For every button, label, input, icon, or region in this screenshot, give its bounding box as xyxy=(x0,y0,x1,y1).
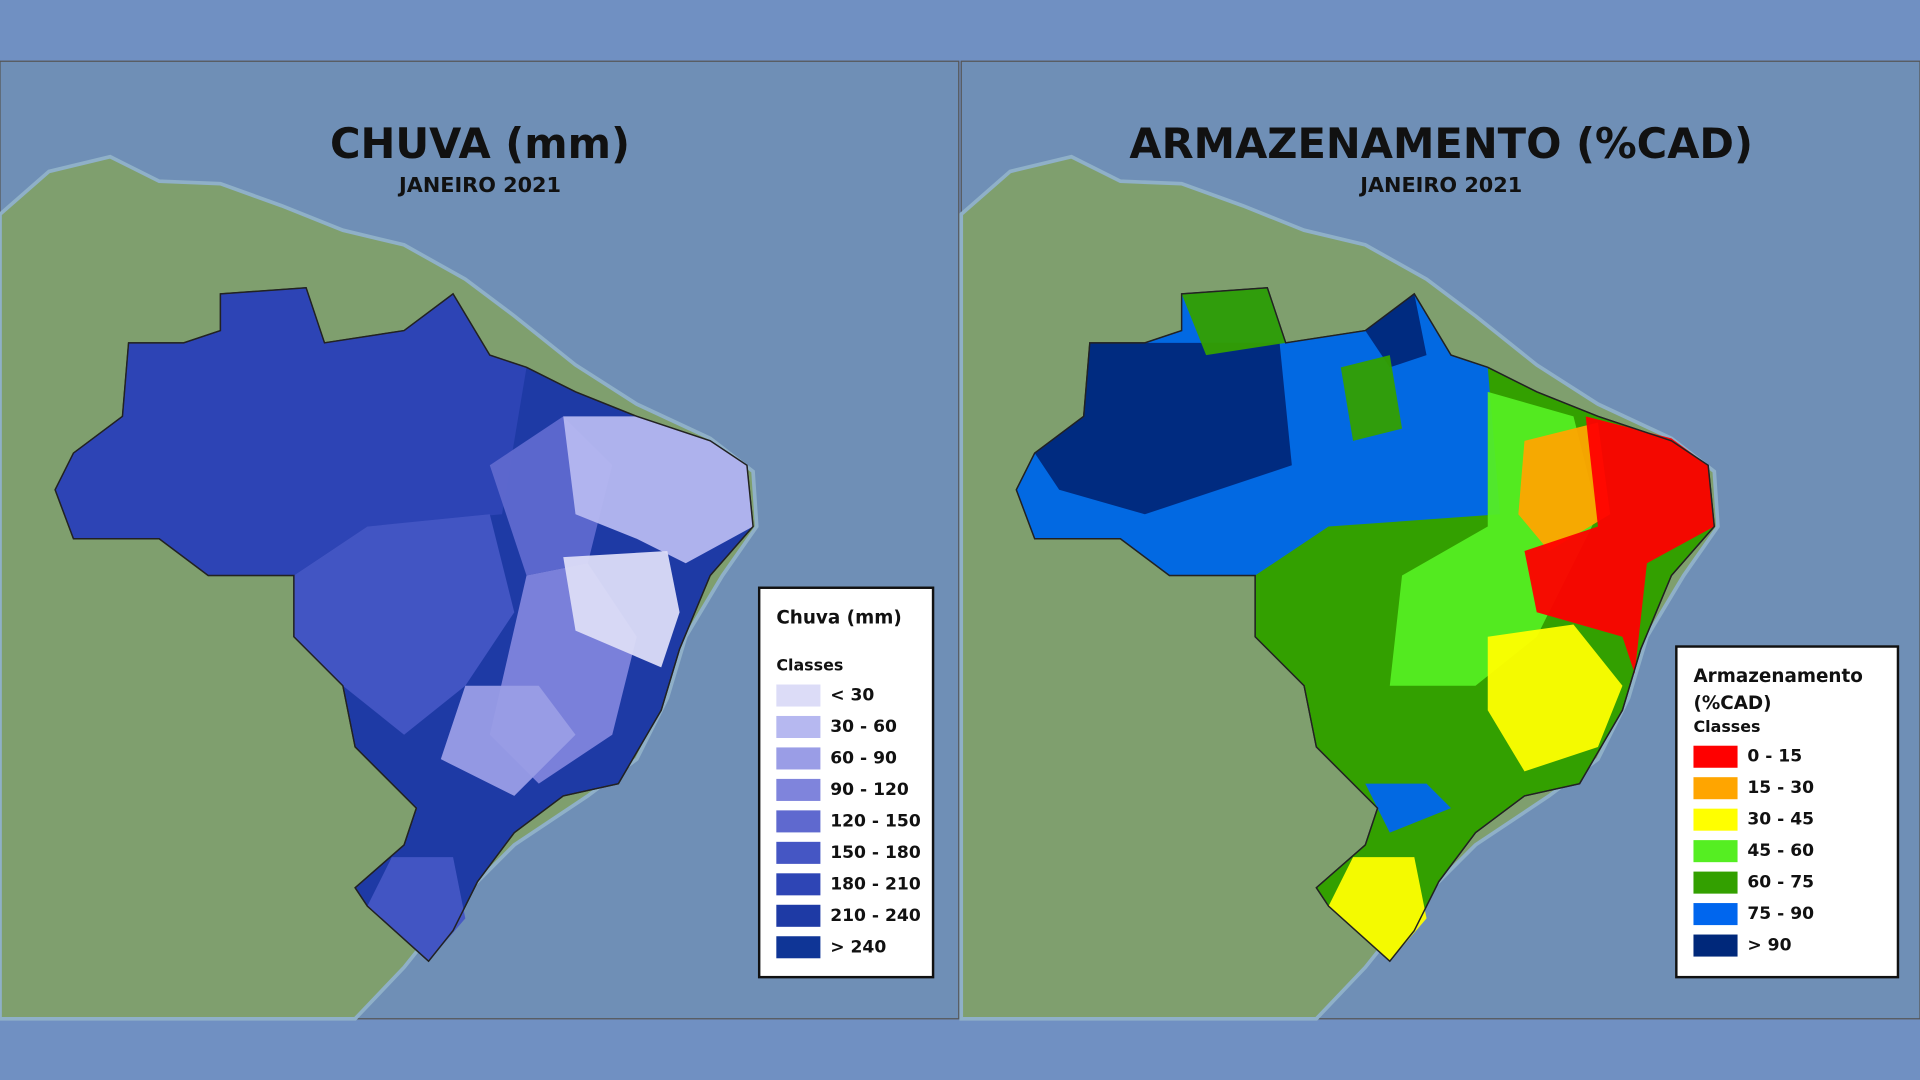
legend-swatch xyxy=(1693,808,1738,831)
class-region xyxy=(55,287,527,576)
legend-label: 210 - 240 xyxy=(830,906,921,926)
legend-label: 30 - 60 xyxy=(830,717,897,737)
class-region xyxy=(440,685,576,796)
class-region xyxy=(1328,857,1427,962)
legend-label: 90 - 120 xyxy=(830,780,909,800)
legend-swatch xyxy=(776,936,821,959)
class-region xyxy=(1181,287,1286,356)
map-panel: CHUVA (mm) JANEIRO 2021 Chuva (mm) Classes <… xyxy=(0,60,960,1021)
legend-title: Chuva (mm) xyxy=(776,607,901,628)
legend-swatch xyxy=(776,873,821,896)
class-region xyxy=(367,857,466,962)
legend-label: > 240 xyxy=(830,937,886,957)
map-subtitle: JANEIRO 2021 xyxy=(1358,173,1522,197)
legend-label: 15 - 30 xyxy=(1747,778,1814,798)
legend-label: 60 - 90 xyxy=(830,748,897,768)
map-title: CHUVA (mm) xyxy=(330,119,630,168)
country-outline xyxy=(54,286,754,963)
class-region xyxy=(293,514,515,735)
class-region xyxy=(1340,355,1403,441)
legend-subtitle: Classes xyxy=(1693,717,1760,736)
legend-label: > 90 xyxy=(1747,936,1791,956)
class-region xyxy=(1365,783,1452,833)
legend-swatch xyxy=(776,747,821,770)
legend-swatch xyxy=(1693,777,1738,800)
map-subtitle: JANEIRO 2021 xyxy=(397,173,561,197)
class-region xyxy=(1365,293,1427,368)
legend-label: 75 - 90 xyxy=(1747,904,1814,924)
legend-swatch xyxy=(1693,903,1738,926)
legend-label: 30 - 45 xyxy=(1747,810,1814,830)
class-region xyxy=(1524,416,1715,674)
legend-swatch xyxy=(776,715,821,738)
map-title: ARMAZENAMENTO (%CAD) xyxy=(1129,119,1753,168)
legend-swatch xyxy=(1693,840,1738,863)
class-region xyxy=(1487,624,1623,772)
legend-swatch xyxy=(776,841,821,864)
legend-label: 60 - 75 xyxy=(1747,873,1814,893)
legend-title: (%CAD) xyxy=(1693,693,1771,714)
legend-subtitle: Classes xyxy=(776,656,843,675)
legend-label: 180 - 210 xyxy=(830,874,921,894)
class-region xyxy=(1034,342,1292,515)
country-outline xyxy=(1015,286,1716,963)
legend-swatch xyxy=(1693,745,1738,768)
legend-label: 120 - 150 xyxy=(830,811,921,831)
legend-swatch xyxy=(1693,871,1738,894)
legend-label: 45 - 60 xyxy=(1747,841,1814,861)
legend-title: Armazenamento xyxy=(1693,666,1862,687)
legend-label: 150 - 180 xyxy=(830,843,921,863)
legend-swatch xyxy=(776,778,821,801)
legend-label: 0 - 15 xyxy=(1747,747,1802,767)
legend-label: < 30 xyxy=(830,686,874,706)
legend-swatch xyxy=(776,810,821,833)
class-region xyxy=(1518,422,1611,552)
map-panel: ARMAZENAMENTO (%CAD) JANEIRO 2021 Armazena… xyxy=(959,60,1920,1021)
legend-swatch xyxy=(776,684,821,707)
legend-swatch xyxy=(1693,934,1738,957)
class-region xyxy=(563,416,754,564)
legend-swatch xyxy=(776,904,821,927)
class-region xyxy=(563,551,680,668)
